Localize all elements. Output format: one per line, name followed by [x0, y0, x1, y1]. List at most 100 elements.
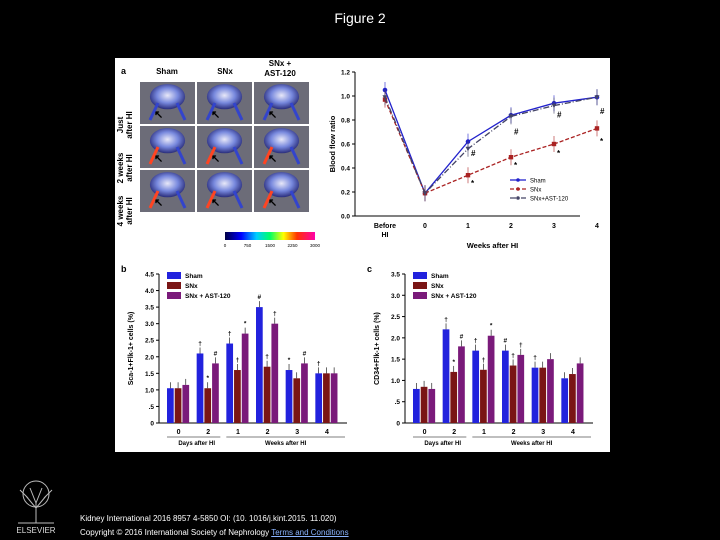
- significance-mark: †: [519, 342, 523, 349]
- significance-mark: *: [452, 359, 455, 366]
- arrow-marker: ↖: [268, 197, 277, 209]
- significance-mark: †: [265, 354, 269, 361]
- perfusion-body: [263, 128, 300, 154]
- y-tick-label: 1.0: [341, 94, 350, 101]
- bar: [330, 373, 338, 423]
- perfusion-leg-right: [232, 146, 244, 165]
- legend-marker: [516, 196, 520, 200]
- significance-mark: #: [258, 294, 262, 301]
- significance-mark: †: [198, 340, 202, 347]
- significance-mark: †: [236, 357, 240, 364]
- y-tick-label: 3.0: [391, 293, 400, 300]
- bar: [487, 335, 495, 423]
- y-tick-label: 1.5: [391, 357, 400, 364]
- perfusion-leg-left: [148, 190, 160, 209]
- data-point: [508, 155, 514, 160]
- row-label-1a: Just: [116, 116, 125, 133]
- figure-panel: a Sham SNx SNx + AST-120 Just after HI 2…: [115, 58, 610, 452]
- legend-label: SNx: [431, 283, 444, 290]
- slide-title: Figure 2: [334, 10, 386, 26]
- x-tick-label: 2: [512, 429, 516, 436]
- elsevier-logo-text: ELSEVIER: [16, 526, 55, 535]
- scale-tick-label: 3000: [310, 243, 321, 248]
- row-label-3b: after HI: [125, 197, 134, 225]
- bar: [301, 363, 308, 423]
- legend-label: Sham: [431, 273, 449, 280]
- significance-mark: †: [533, 355, 537, 362]
- significance-mark: #: [460, 333, 464, 340]
- bar: [271, 323, 279, 423]
- bar: [472, 350, 480, 423]
- perfusion-leg-left: [262, 102, 274, 121]
- bar: [285, 370, 293, 423]
- x-tick-label: 4: [595, 223, 599, 230]
- bar: [182, 384, 190, 423]
- x-tick-label: 2: [509, 223, 513, 230]
- data-point: [594, 95, 600, 100]
- cd34-bar-chart: c 0 .5 1.0 1.5 2.0 2.5 3.0 3.5 CD34+Flk-1+ cells …: [367, 264, 593, 447]
- bar: [576, 363, 584, 423]
- x-tick-label: 0: [423, 429, 427, 436]
- perfusion-leg-left: [262, 190, 274, 209]
- arrow-marker: ↖: [268, 153, 277, 165]
- x-tick-label: 3: [541, 429, 545, 436]
- perfusion-leg-right: [175, 102, 187, 121]
- significance-mark: #: [214, 350, 218, 357]
- bar: [450, 371, 458, 423]
- bar: [256, 307, 263, 423]
- legend-label: SNx + AST-120: [185, 293, 231, 300]
- col-header-ast-1: SNx +: [269, 59, 292, 68]
- bar: [509, 365, 517, 423]
- legend-swatch: [167, 282, 181, 289]
- copyright-line: Copyright © 2016 International Society o…: [80, 528, 349, 537]
- legend-swatch: [167, 272, 181, 279]
- perfusion-image-grid: ↖ ↖ ↖ ↖ ↖ ↖ ↖ ↖ ↖: [140, 82, 309, 212]
- bar: [263, 366, 271, 423]
- series-line: [384, 89, 598, 195]
- y-tick-label: 0: [396, 421, 400, 428]
- copyright-text: Copyright © 2016 International Society o…: [80, 528, 270, 537]
- panel-letter: b: [121, 264, 127, 274]
- arrow-marker: ↖: [154, 153, 163, 165]
- y-tick-label: 0.8: [341, 118, 350, 125]
- blood-flow-chart: 0.0 0.2 0.4 0.6 0.8 1.0 1.2 Before HI 0 1 2 3 4 Weeks …: [328, 70, 605, 251]
- y-tick-label: 3.5: [145, 305, 154, 312]
- elsevier-logo-icon: ELSEVIER: [8, 478, 64, 536]
- perfusion-body: [149, 172, 186, 198]
- y-axis-label: Blood flow ratio: [328, 115, 337, 172]
- bar: [212, 363, 219, 423]
- row-label-1b: after HI: [125, 111, 134, 139]
- bar: [458, 346, 465, 423]
- scale-tick-label: 750: [244, 243, 252, 248]
- perfusion-leg-right: [232, 190, 244, 209]
- x-tick-label: 0: [177, 429, 181, 436]
- y-tick-label: 4.5: [145, 272, 154, 279]
- perfusion-leg-left: [205, 146, 217, 165]
- y-tick-label: 0: [150, 421, 154, 428]
- data-point: [594, 126, 600, 131]
- significance-mark: #: [504, 338, 508, 345]
- terms-link[interactable]: Terms and Conditions: [271, 528, 349, 537]
- y-tick-label: 2.0: [145, 354, 154, 361]
- significance-mark: †: [273, 311, 277, 318]
- bar: [531, 367, 539, 423]
- bar: [234, 370, 241, 423]
- perfusion-body: [149, 128, 186, 154]
- significance-mark: #: [557, 111, 562, 120]
- y-tick-label: 2.5: [145, 338, 154, 345]
- y-tick-label: 1.5: [145, 371, 154, 378]
- panel-a-letter: a: [121, 66, 127, 76]
- row-label-3a: 4 weeks: [116, 195, 125, 226]
- data-point: [551, 141, 557, 147]
- bar: [502, 350, 509, 423]
- perfusion-leg-left: [148, 102, 160, 121]
- data-point: [551, 103, 557, 109]
- legend-swatch: [413, 282, 427, 289]
- y-tick-label: 1.0: [391, 378, 400, 385]
- legend-label: Sham: [185, 273, 203, 280]
- y-tick-label: 3.0: [145, 321, 154, 328]
- legend-label: SNx + AST-120: [431, 293, 477, 300]
- x-tick-label: 4: [325, 429, 329, 436]
- bar: [204, 388, 212, 423]
- x-tick-label: 2: [266, 429, 270, 436]
